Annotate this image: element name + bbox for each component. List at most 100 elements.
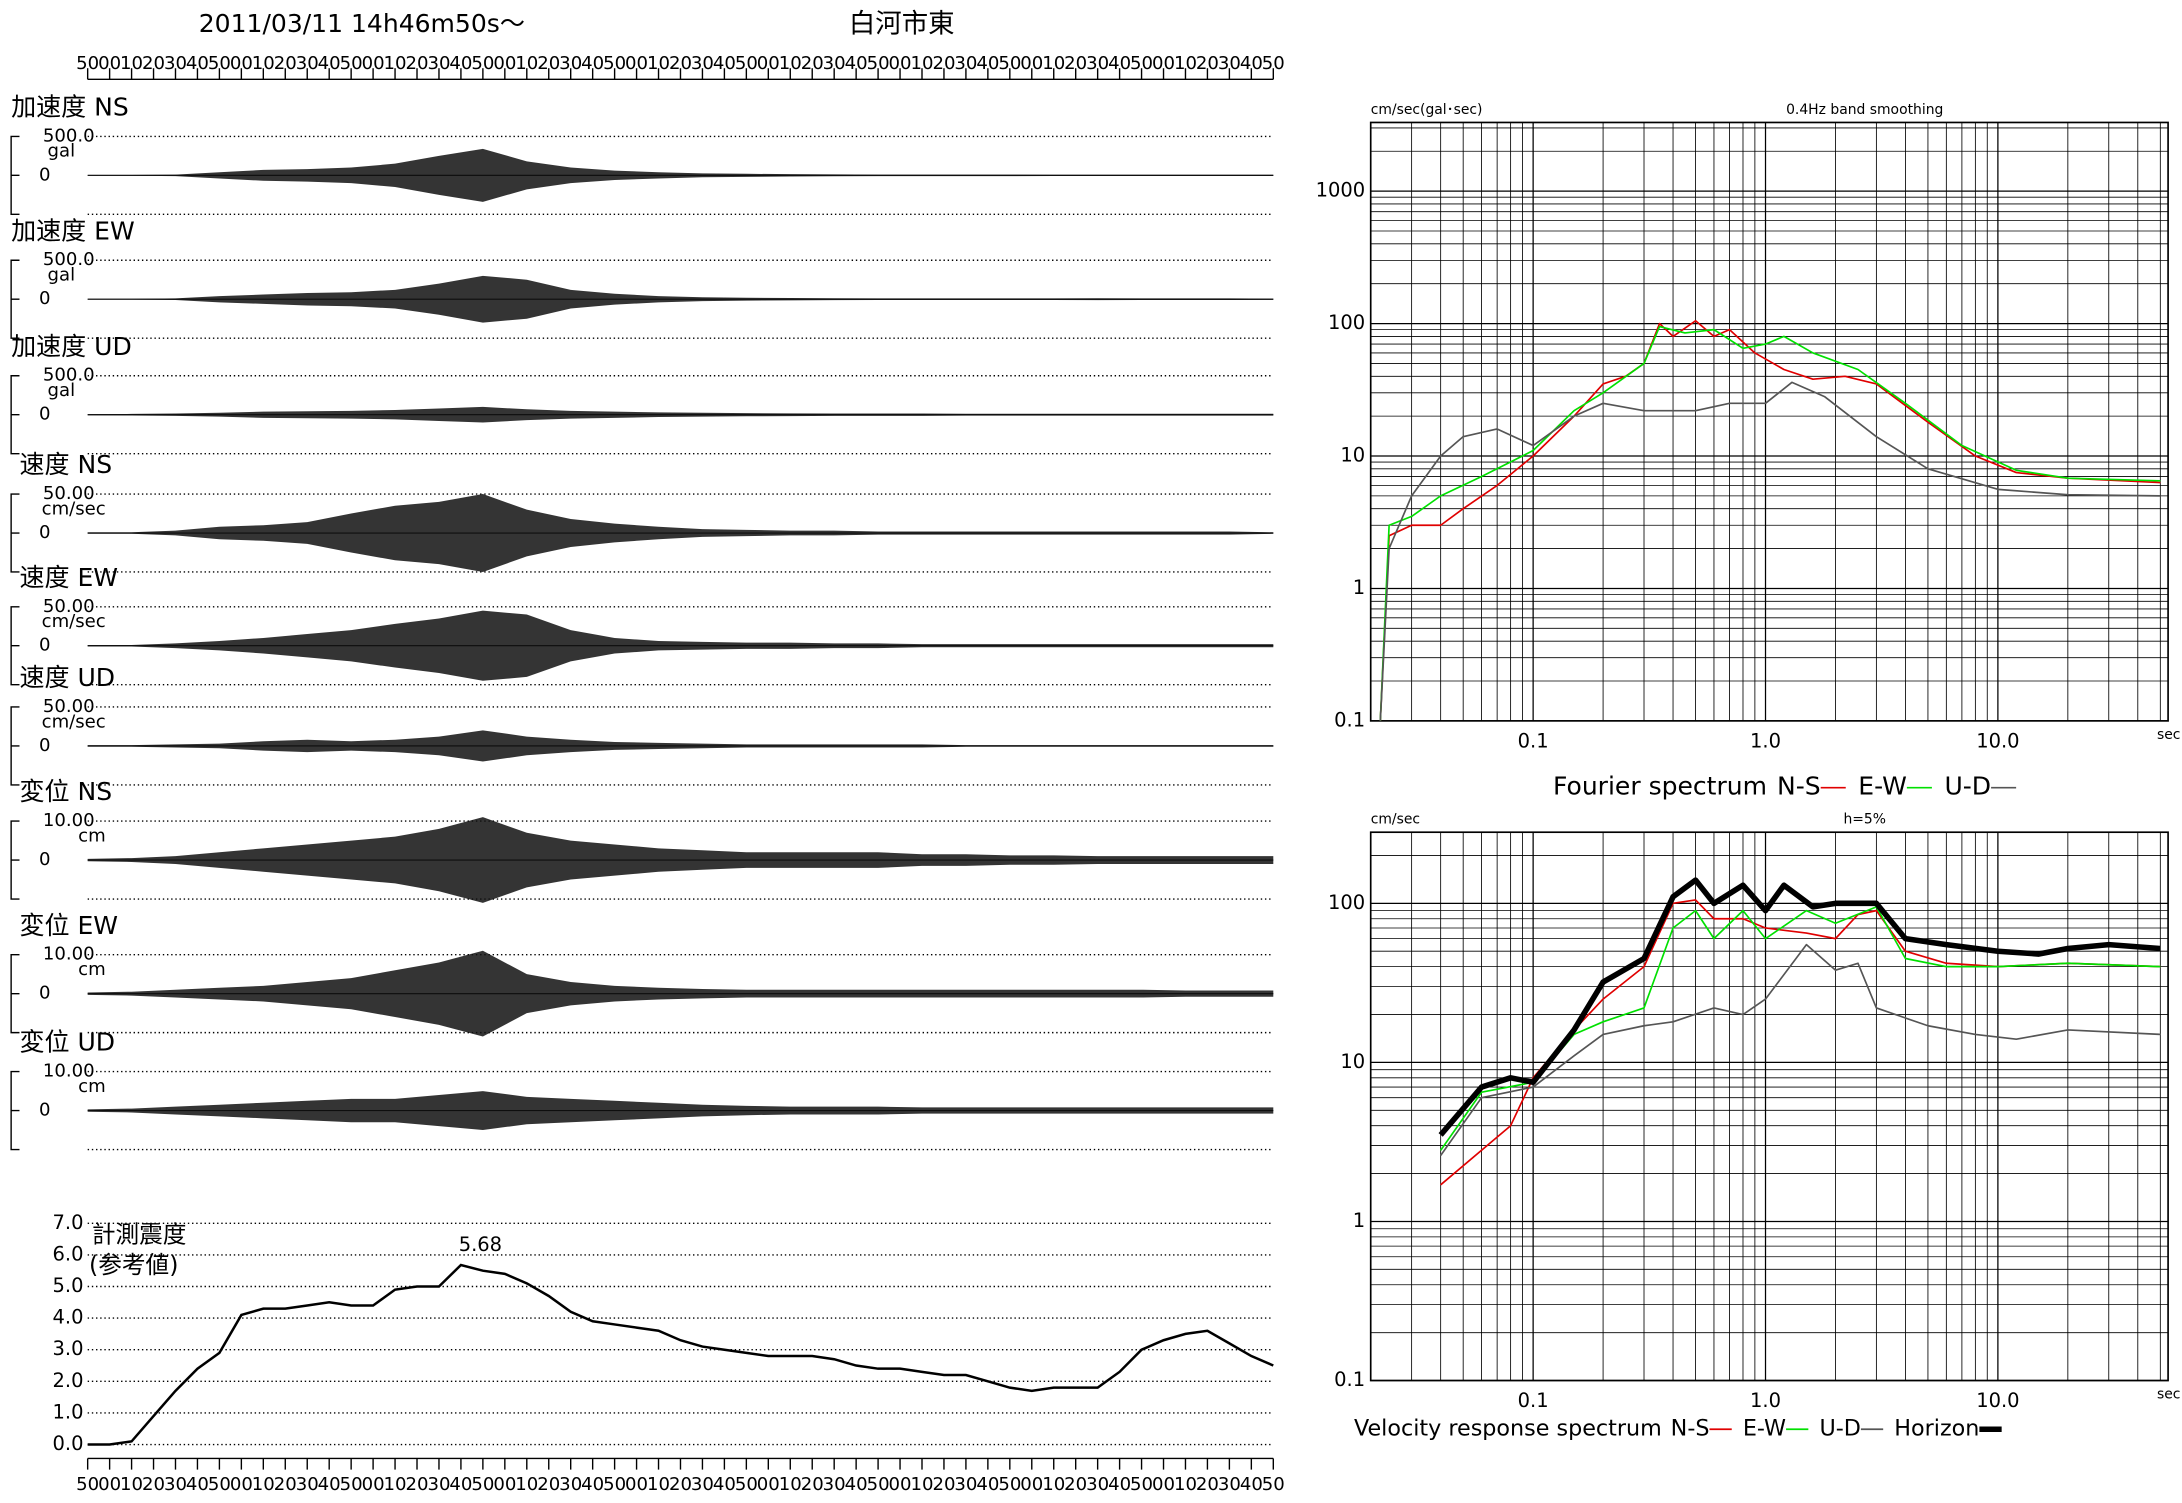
time-label: 50 [340, 53, 363, 74]
time-label: 40 [318, 1474, 341, 1495]
trace-name: 変位 NS [19, 777, 112, 806]
trace-unit: gal [48, 141, 76, 162]
time-label: 10 [252, 53, 275, 74]
time-label: 50 [76, 1474, 99, 1495]
station: 白河市東 [849, 9, 955, 40]
time-label: 50 [1262, 53, 1285, 74]
time-label: 30 [691, 1474, 714, 1495]
time-label: 10 [384, 1474, 407, 1495]
intensity-line [87, 1263, 1274, 1446]
time-label: 00 [98, 1474, 121, 1495]
trace-envelope [87, 860, 1274, 903]
time-label: 30 [1086, 53, 1109, 74]
trace-zero: 0 [39, 983, 51, 1004]
y-tick-label: 1000 [1316, 179, 1366, 202]
trace-bracket [10, 375, 20, 455]
y-tick-label: 0.1 [1334, 1368, 1365, 1391]
time-label: 40 [845, 53, 868, 74]
x-tick-label: 1.0 [1750, 1389, 1781, 1412]
trace-scale: 10.00 [43, 944, 95, 965]
trace-zero: 0 [39, 735, 51, 756]
trace-envelope [87, 993, 1274, 1037]
time-label: 40 [186, 53, 209, 74]
time-label: 00 [1152, 1474, 1175, 1495]
trace-envelope [87, 1091, 1274, 1111]
time-label: 10 [910, 1474, 933, 1495]
time-label: 30 [823, 1474, 846, 1495]
time-label: 40 [186, 1474, 209, 1495]
x-tick-label: 10.0 [1976, 1389, 2019, 1412]
trace-name: 加速度 NS [11, 93, 129, 122]
trace-scale: 50.00 [43, 483, 95, 504]
time-label: 50 [998, 1474, 1021, 1495]
trace-bracket [10, 1070, 20, 1151]
trace-envelope [87, 175, 1274, 202]
legend-title: Velocity response spectrum [1354, 1416, 1662, 1442]
time-label: 20 [932, 53, 955, 74]
x-tick-label: 1.0 [1750, 729, 1781, 752]
trace-zero: 0 [39, 288, 51, 309]
time-label: 00 [362, 53, 385, 74]
time-label: 00 [1020, 1474, 1043, 1495]
time-label: 50 [340, 1474, 363, 1495]
time-label: 50 [603, 1474, 626, 1495]
time-label: 40 [1108, 1474, 1131, 1495]
time-label: 20 [406, 53, 429, 74]
trace-envelope [87, 414, 1274, 423]
trace-unit: cm/sec [42, 611, 106, 632]
intensity-tick: 3.0 [53, 1337, 84, 1360]
time-label: 00 [230, 1474, 253, 1495]
trace-bracket [10, 606, 20, 686]
time-label: 30 [164, 53, 187, 74]
time-label: 00 [1152, 53, 1175, 74]
time-label: 40 [713, 53, 736, 74]
time-label: 00 [362, 1474, 385, 1495]
intensity-peak: 5.68 [459, 1233, 502, 1256]
trace-envelope [87, 494, 1274, 534]
trace-bracket [10, 706, 20, 786]
time-label: 10 [1174, 1474, 1197, 1495]
trace-scale: 500.0 [43, 365, 95, 386]
time-label: 20 [1064, 53, 1087, 74]
time-label: 10 [779, 1474, 802, 1495]
intensity-tick: 0.0 [53, 1432, 84, 1455]
plot-frame [1369, 121, 2169, 722]
trace-zero: 0 [39, 635, 51, 656]
intensity-title: 計測震度 [92, 1220, 187, 1248]
time-label: 30 [164, 1474, 187, 1495]
x-tick-label: 0.1 [1518, 1389, 1549, 1412]
time-label: 20 [669, 1474, 692, 1495]
spectrum-line [1379, 319, 2161, 721]
y-tick-label: 10 [1340, 1050, 1365, 1073]
time-label: 30 [954, 1474, 977, 1495]
trace-zero: 0 [39, 522, 51, 543]
time-label: 10 [384, 53, 407, 74]
trace-unit: gal [48, 265, 76, 286]
trace-zero: 0 [39, 404, 51, 425]
trace-envelope [87, 1110, 1274, 1131]
time-label: 20 [669, 53, 692, 74]
trace-unit: cm [78, 1076, 106, 1097]
datetime: 2011/03/11 14h46m50s〜 [199, 9, 525, 38]
x-tick-label: 10.0 [1976, 729, 2019, 752]
trace-unit: cm/sec [42, 711, 106, 732]
trace-name: 速度 UD [19, 663, 115, 692]
trace-scale: 50.00 [43, 596, 95, 617]
time-label: 20 [406, 1474, 429, 1495]
y-tick-label: 1 [1353, 576, 1365, 599]
x-unit: sec [2157, 1386, 2180, 1402]
time-label: 20 [932, 1474, 955, 1495]
legend-title: Fourier spectrum [1553, 772, 1767, 801]
intensity-tick: 4.0 [53, 1306, 84, 1329]
trace-bracket [10, 820, 20, 900]
time-label: 40 [713, 1474, 736, 1495]
trace-unit: cm [78, 825, 106, 846]
time-label: 30 [559, 1474, 582, 1495]
time-label: 10 [1042, 1474, 1065, 1495]
trace-envelope [87, 645, 1274, 681]
time-label: 20 [537, 1474, 560, 1495]
spectrum-line [1439, 943, 2161, 1156]
y-tick-label: 1 [1353, 1209, 1365, 1232]
time-label: 10 [779, 53, 802, 74]
y-tick-label: 0.1 [1334, 708, 1365, 731]
